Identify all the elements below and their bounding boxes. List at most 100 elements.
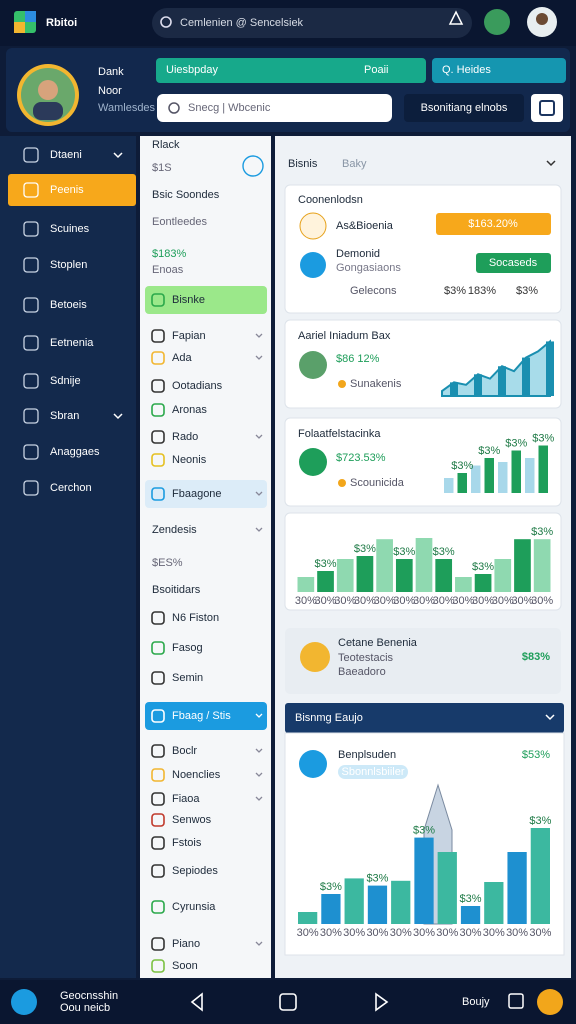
nav-icon[interactable] [508,993,524,1009]
bar [494,559,512,592]
middle-highlight[interactable] [145,286,267,314]
sidebar-item[interactable]: Sbran [50,410,79,422]
middle-item[interactable]: Fstois [172,837,202,849]
middle-item[interactable]: $ES% [152,557,183,569]
middle-item[interactable]: Sepiodes [172,865,218,877]
sidebar-item[interactable]: Dtaeni [50,149,82,161]
sidebar-icon [23,335,39,351]
middle-item[interactable]: Fbaag / Stis [172,710,231,722]
nav-back[interactable] [190,992,203,1012]
middle-item[interactable]: Neonis [172,454,207,466]
item-icon [151,709,165,723]
chevron [255,527,263,532]
bar [356,556,374,592]
bar-x-label: 30% [320,927,342,939]
dot [338,479,346,487]
middle-highlight[interactable] [145,702,267,730]
star-icon[interactable] [448,10,464,25]
bar-x-label: 30% [531,595,553,607]
avatar[interactable] [484,9,510,35]
card-value: $86 12% [336,353,380,365]
middle-item[interactable]: $1S [152,162,172,174]
middle-item[interactable]: Ootadians [172,380,223,392]
middle-item[interactable]: Fbaagone [172,488,222,500]
bar-x-label: 30% [436,927,458,939]
middle-item[interactable]: Eontleedes [152,216,208,228]
middle-item[interactable]: Boclr [172,745,197,757]
bar [460,906,481,924]
middle-item[interactable]: Bisnke [172,294,205,306]
sidebar-item[interactable]: Sdnije [50,375,81,387]
middle-item[interactable]: Fiaoa [172,793,200,805]
nav-home[interactable] [279,993,297,1011]
card-title: Folaatfelstacinka [298,428,381,440]
middle-item[interactable]: Aronas [172,404,207,416]
green-bar-action: Poaii [364,64,388,76]
bar [455,577,472,592]
search-box[interactable] [152,8,472,38]
card-title: Cetane Benenia [338,637,418,649]
middle-highlight[interactable] [145,480,267,508]
card-value: $723.53% [336,452,386,464]
middle-item[interactable]: Bsic Soondes [152,189,220,201]
header-search[interactable] [157,94,392,122]
middle-item[interactable]: N6 Fiston [172,612,219,624]
bar-x-label: 30% [295,595,317,607]
sidebar-item[interactable]: Peenis [50,184,84,196]
bar-label: $3% [433,546,455,558]
item-icon [151,937,165,951]
middle-item[interactable]: Noenclies [172,769,221,781]
bar [507,852,527,924]
teal-bar[interactable] [432,58,566,83]
nav-forward[interactable] [375,992,389,1012]
card-title: Coonenlodsn [298,194,363,206]
green-bar[interactable] [156,58,426,83]
sidebar-item[interactable]: Eetnenia [50,337,94,349]
sidebar-item[interactable]: Scuines [50,223,90,235]
search-text: Cemlenien @ Sencelsiek [180,17,304,29]
sidebar-item[interactable]: Betoeis [50,299,87,311]
bar-label: $3% [354,543,376,555]
profile-body [33,102,63,120]
chevron [255,796,263,801]
sidebar-item[interactable]: Cerchon [50,482,92,494]
icon [539,100,555,116]
middle-item[interactable]: Cyrunsia [172,901,216,913]
middle-item[interactable]: Semin [172,672,203,684]
middle-item[interactable]: Piano [172,938,200,950]
middle-item[interactable]: Fasog [172,642,203,654]
middle-item[interactable]: Enoas [152,264,184,276]
middle-item[interactable]: Zendesis [152,524,197,536]
item-icon [151,641,165,655]
bar [471,465,481,493]
chevron [255,491,263,496]
icon-button[interactable] [531,94,563,122]
sidebar-item[interactable]: Stoplen [50,259,87,271]
middle-item[interactable]: Ada [172,352,192,364]
middle-item[interactable]: Rado [172,431,198,443]
item-icon [151,813,165,827]
bar-x-label: 30% [343,927,365,939]
middle-item[interactable]: Bsoitidars [152,584,201,596]
bar [415,538,433,592]
pill [436,213,551,235]
header-button[interactable] [404,94,524,122]
bar-label: $3% [451,460,473,472]
bar [530,828,550,924]
card-sub: Baeadoro [338,666,386,678]
chevron [255,748,263,753]
nav-icon[interactable] [537,989,563,1015]
middle-item[interactable]: Senwos [172,814,212,826]
sidebar-item[interactable]: Anaggaes [50,446,100,458]
middle-item[interactable]: $183% [152,248,186,260]
middle-item[interactable]: Soon [172,960,198,972]
bar [525,458,535,493]
middle-item[interactable]: Rlack [152,139,180,151]
bar-label: $3% [531,526,553,538]
help-button[interactable] [11,989,37,1015]
search-icon [160,16,172,28]
bar-x-label: 30% [374,595,396,607]
sidebar-active[interactable] [8,174,136,206]
area-bar [522,357,530,396]
middle-item[interactable]: Fapian [172,330,206,342]
